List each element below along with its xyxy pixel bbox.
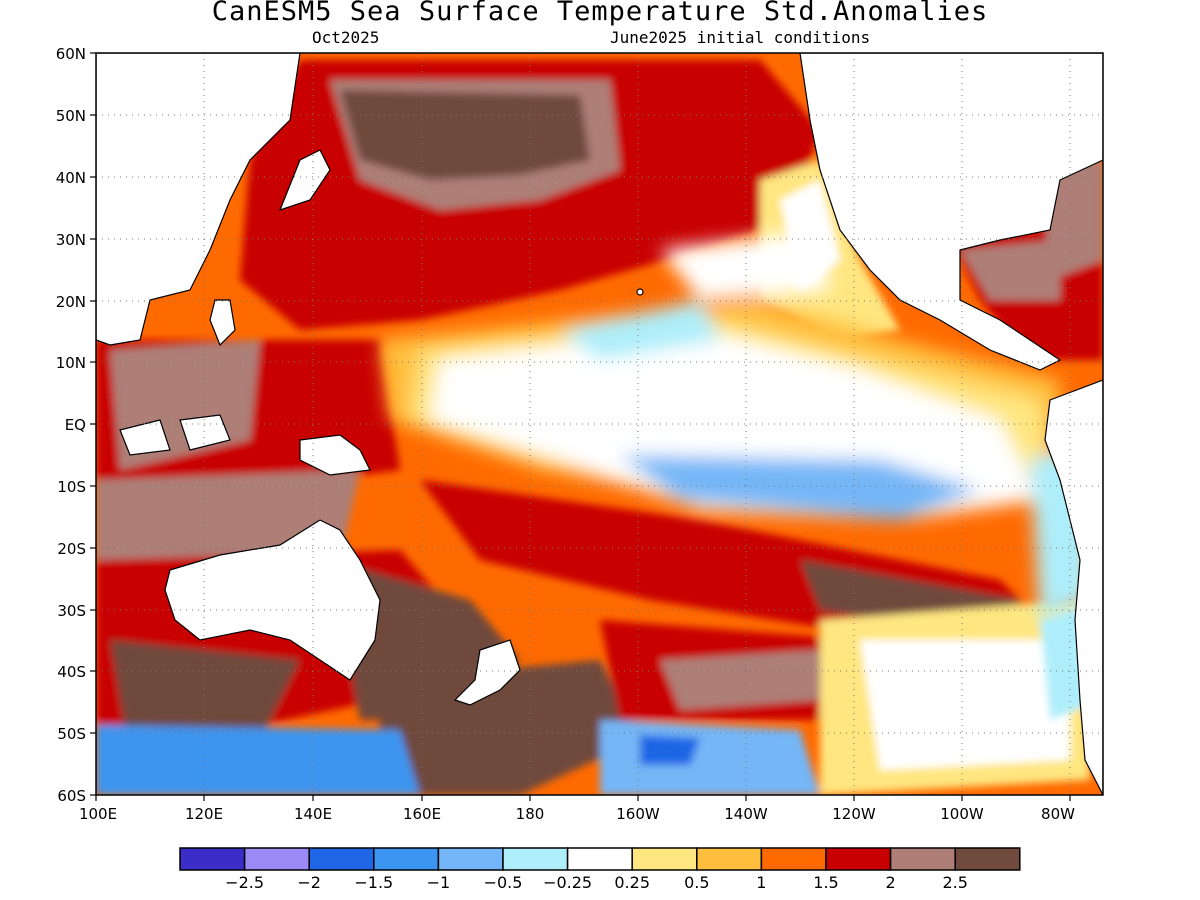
colorbar-label: 0.5 bbox=[684, 873, 709, 892]
lat-label: 40N bbox=[56, 169, 86, 187]
anomaly-field bbox=[96, 53, 1103, 795]
lat-label: 50N bbox=[56, 107, 86, 125]
lat-label: 60S bbox=[57, 787, 86, 805]
colorbar-swatch bbox=[696, 847, 763, 871]
colorbar-swatch bbox=[437, 847, 504, 871]
lat-label: 10S bbox=[57, 478, 86, 496]
forecast-month: Oct2025 bbox=[312, 28, 380, 47]
colorbar-swatch bbox=[954, 847, 1021, 871]
colorbar-swatch bbox=[631, 847, 698, 871]
colorbar-label: −0.25 bbox=[543, 873, 592, 892]
colorbar-swatch bbox=[825, 847, 892, 871]
lat-label: 60N bbox=[56, 45, 86, 63]
colorbar-swatch bbox=[179, 847, 246, 871]
colorbar-swatch bbox=[502, 847, 569, 871]
lat-label: 10N bbox=[56, 354, 86, 372]
lat-label: 30N bbox=[56, 231, 86, 249]
lon-label: 120E bbox=[185, 805, 223, 823]
colorbar-label: −1.5 bbox=[354, 873, 393, 892]
colorbar-swatch bbox=[760, 847, 827, 871]
initial-conditions: June2025 initial conditions bbox=[610, 28, 871, 47]
lat-label: 20S bbox=[57, 540, 86, 558]
lat-label: 30S bbox=[57, 602, 86, 620]
colorbar: −2.5 −2 −1.5 −1 −0.5 −0.25 0.25 0.5 1 1.5 2 2.5 bbox=[179, 847, 1021, 892]
lon-label: 160E bbox=[403, 805, 441, 823]
colorbar-label: 2.5 bbox=[942, 873, 967, 892]
colorbar-label: −2 bbox=[297, 873, 321, 892]
colorbar-label: 0.25 bbox=[614, 873, 650, 892]
landmasses bbox=[96, 53, 1103, 795]
colorbar-label: 1 bbox=[756, 873, 766, 892]
colorbar-swatch bbox=[889, 847, 956, 871]
lon-label: 100W bbox=[940, 805, 984, 823]
colorbar-label: −1 bbox=[427, 873, 451, 892]
longitude-labels: 100E 120E 140E 160E 180 160W 140W 120W 1… bbox=[79, 805, 1075, 823]
lon-label: 140W bbox=[724, 805, 768, 823]
axis-ticks bbox=[90, 52, 1071, 801]
colorbar-swatch bbox=[243, 847, 310, 871]
colorbar-label: −0.5 bbox=[484, 873, 523, 892]
lat-label: 40S bbox=[57, 663, 86, 681]
lon-label: 80W bbox=[1041, 805, 1075, 823]
lat-label: EQ bbox=[65, 416, 86, 434]
lat-label: 50S bbox=[57, 725, 86, 743]
lon-label: 120W bbox=[832, 805, 876, 823]
latitude-labels: 60N 50N 40N 30N 20N 10N EQ 10S 20S 30S 4… bbox=[56, 45, 86, 805]
lon-label: 100E bbox=[79, 805, 117, 823]
lon-label: 160W bbox=[616, 805, 660, 823]
lon-label: 140E bbox=[294, 805, 332, 823]
lat-lon-grid bbox=[96, 53, 1103, 795]
lon-label: 180 bbox=[516, 805, 545, 823]
colorbar-label: −2.5 bbox=[225, 873, 264, 892]
colorbar-swatch bbox=[308, 847, 375, 871]
colorbar-swatch bbox=[566, 847, 633, 871]
colorbar-swatch bbox=[373, 847, 440, 871]
colorbar-label: 1.5 bbox=[813, 873, 838, 892]
lat-label: 20N bbox=[56, 293, 86, 311]
colorbar-label: 2 bbox=[886, 873, 896, 892]
map-title: CanESM5 Sea Surface Temperature Std.Anom… bbox=[211, 0, 989, 27]
